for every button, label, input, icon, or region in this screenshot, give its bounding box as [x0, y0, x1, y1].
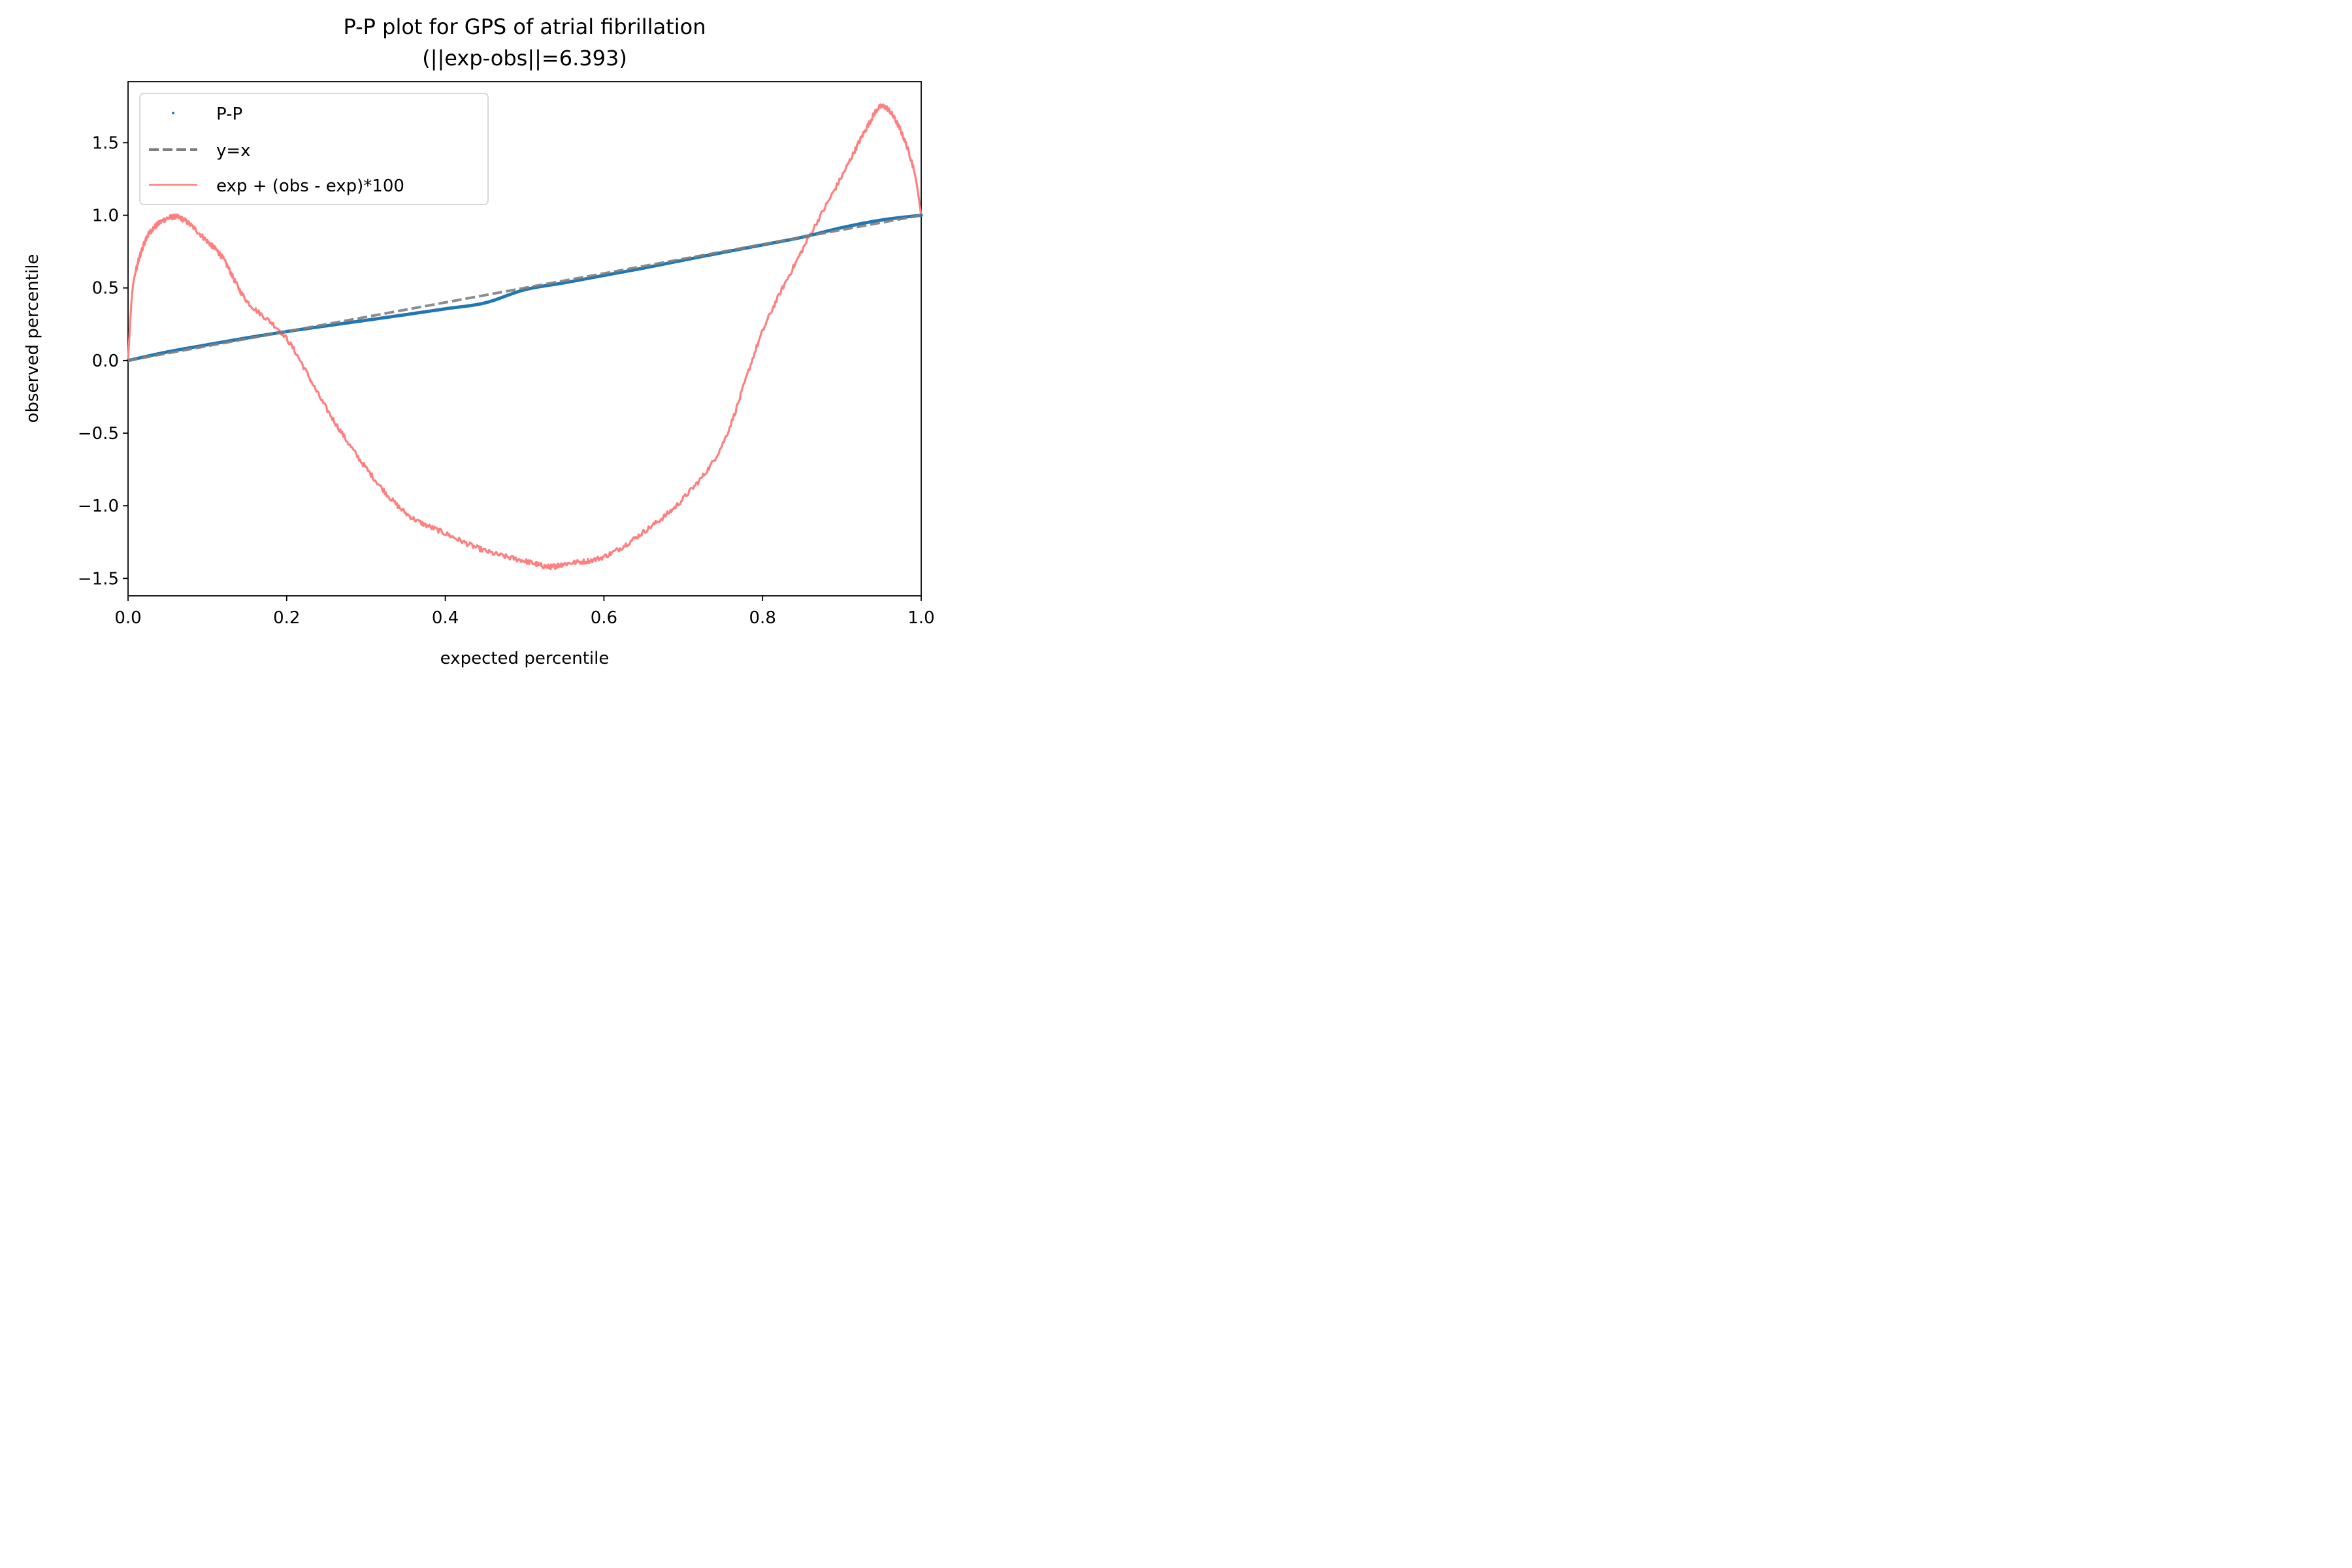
series-layer [126, 103, 923, 570]
pp-plot: P-P plot for GPS of atrial fibrillation … [0, 0, 1024, 683]
pp-point [404, 313, 408, 317]
y-tick-label: 0.0 [92, 351, 119, 371]
chart-title: P-P plot for GPS of atrial fibrillation [344, 14, 706, 39]
chart-subtitle: (||exp-obs||=6.393) [422, 46, 627, 71]
pp-point [483, 301, 487, 305]
x-tick-label: 1.0 [907, 608, 934, 628]
axes-frame [127, 81, 922, 596]
pp-point [840, 225, 844, 229]
series-amplified-deviation [127, 103, 923, 570]
y-tick-label: −1.0 [78, 497, 119, 516]
y-tick-label: −0.5 [78, 424, 119, 444]
legend: P-P y=x exp + (obs - exp)*100 [139, 93, 489, 205]
x-tick-label: 0.2 [273, 608, 300, 628]
chart-root: P-P plot for GPS of atrial fibrillation … [0, 0, 1024, 683]
x-tick-label: 0.4 [432, 608, 459, 628]
pp-point [879, 218, 883, 222]
y-tick-label: 0.5 [92, 279, 119, 299]
y-tick-label: 1.5 [92, 133, 119, 153]
legend-label-amplified: exp + (obs - exp)*100 [216, 176, 404, 196]
pp-point [205, 343, 209, 347]
legend-label-identity: y=x [216, 141, 251, 161]
x-axis-label: expected percentile [440, 649, 610, 668]
series-identity-line [127, 214, 922, 362]
y-axis-label: observed percentile [23, 254, 42, 423]
y-axis-ticks: −1.5 −1.0 −0.5 0.0 0.5 1.0 1.5 [78, 133, 128, 589]
y-tick-label: 1.0 [92, 206, 119, 226]
pp-point [444, 307, 448, 311]
pp-point [364, 318, 368, 322]
x-axis-ticks: 0.0 0.2 0.4 0.6 0.8 1.0 [114, 596, 935, 628]
y-tick-label: −1.5 [78, 569, 119, 589]
x-tick-label: 0.0 [114, 608, 141, 628]
pp-point [245, 336, 249, 340]
legend-marker-pp [172, 112, 174, 114]
x-tick-label: 0.8 [749, 608, 776, 628]
legend-label-pp: P-P [216, 105, 242, 124]
x-tick-label: 0.6 [591, 608, 617, 628]
plot-area [126, 81, 923, 596]
legend-box [139, 93, 489, 205]
